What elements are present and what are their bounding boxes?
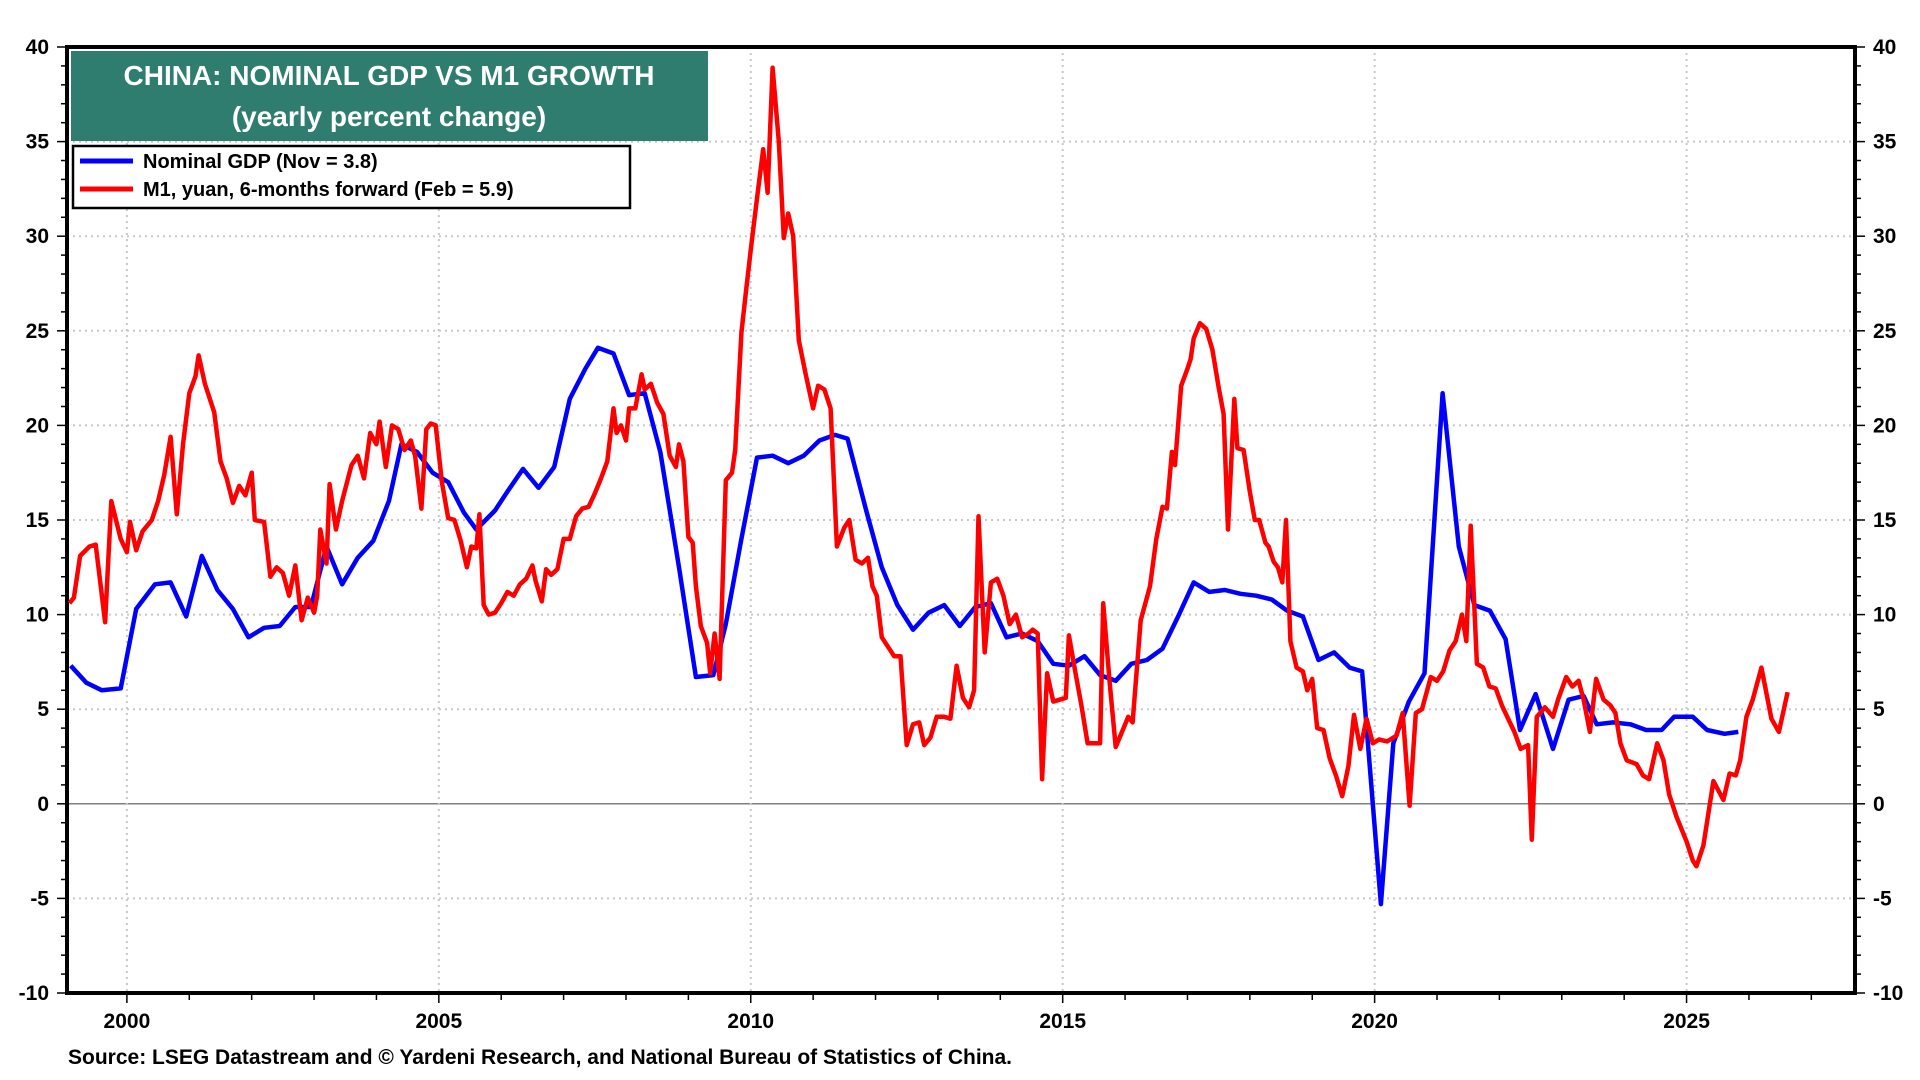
series-line-nominal-gdp (69, 345, 1739, 907)
y-tick-label-right: 35 (1873, 131, 1897, 154)
plot-frame (65, 45, 1857, 995)
y-tick-label-right: 10 (1873, 604, 1896, 627)
y-tick-label-left: 15 (26, 509, 50, 532)
y-tick-label-right: 0 (1873, 793, 1885, 816)
y-tick-label-left: 0 (37, 793, 49, 816)
y-tick-label-right: 40 (1873, 36, 1896, 59)
source-note: Source: LSEG Datastream and © Yardeni Re… (68, 1046, 1013, 1069)
y-tick-label-left: 35 (26, 131, 50, 154)
y-tick-label-right: -10 (1873, 982, 1903, 1005)
x-tick-label: 2000 (104, 1010, 151, 1033)
x-tick-label: 2020 (1351, 1010, 1398, 1033)
chart-subtitle: (yearly percent change) (232, 101, 546, 132)
y-tick-label-left: 10 (26, 604, 49, 627)
y-tick-label-left: 40 (26, 36, 49, 59)
y-tick-label-right: 20 (1873, 414, 1896, 437)
x-tick-label: 2010 (727, 1010, 774, 1033)
y-tick-label-right: -5 (1873, 887, 1892, 910)
y-tick-label-right: 5 (1873, 698, 1885, 721)
title-box: CHINA: NOMINAL GDP VS M1 GROWTH (yearly … (71, 51, 708, 141)
x-tick-label: 2025 (1663, 1010, 1710, 1033)
chart-title: CHINA: NOMINAL GDP VS M1 GROWTH (124, 60, 655, 91)
legend: Nominal GDP (Nov = 3.8) M1, yuan, 6-mont… (71, 144, 632, 210)
y-tick-label-left: 25 (26, 320, 50, 343)
y-tick-label-left: -10 (19, 982, 49, 1005)
series-lines (67, 65, 1790, 907)
legend-label-m1: M1, yuan, 6-months forward (Feb = 5.9) (143, 179, 514, 201)
x-tick-label: 2015 (1039, 1010, 1086, 1033)
y-tick-label-right: 25 (1873, 320, 1897, 343)
y-tick-label-left: 30 (26, 225, 49, 248)
x-tick-label: 2005 (415, 1010, 462, 1033)
y-tick-label-left: 5 (37, 698, 49, 721)
y-tick-label-right: 15 (1873, 509, 1897, 532)
series-line-m1 (67, 65, 1790, 869)
y-tick-label-left: -5 (30, 887, 49, 910)
y-tick-label-left: 20 (26, 414, 49, 437)
y-tick-label-right: 30 (1873, 225, 1896, 248)
legend-label-gdp: Nominal GDP (Nov = 3.8) (143, 151, 378, 173)
